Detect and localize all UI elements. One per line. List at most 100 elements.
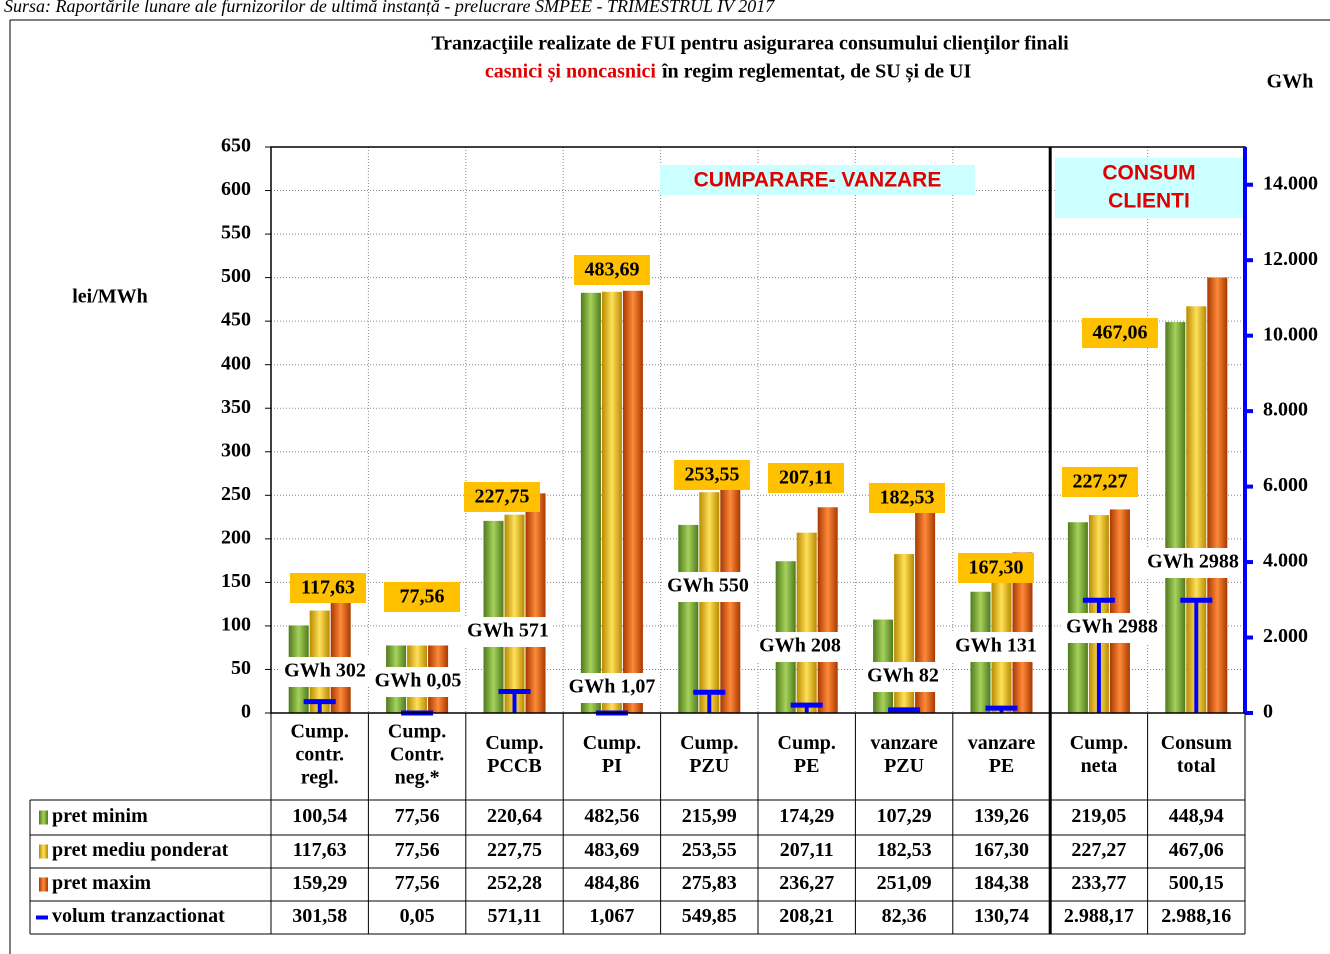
table-value: 182,53: [877, 839, 932, 861]
bar: [678, 524, 699, 713]
label-box: [574, 255, 650, 285]
data-label: 207,11: [779, 467, 833, 489]
volume-label: GWh 2988: [1066, 616, 1158, 638]
annotation-box: [1055, 158, 1243, 218]
subtitle-highlight: casnici și noncasnici: [485, 61, 657, 84]
table-value: 0,05: [400, 905, 435, 927]
x-tick-label: Cump.: [680, 732, 738, 754]
bar: [504, 514, 525, 713]
x-tick-label: regl.: [301, 767, 339, 789]
volume-label-box: [951, 632, 1041, 662]
data-label: 77,56: [400, 586, 445, 608]
x-tick-label: Cump.: [1070, 732, 1128, 754]
annotation: CONSUM: [1102, 162, 1195, 185]
data-label: 182,53: [880, 487, 935, 509]
volume-label: GWh 550: [667, 575, 749, 597]
y-tick-label: 0: [241, 701, 251, 723]
x-tick-label: vanzare: [870, 732, 938, 754]
table-value: 174,29: [779, 805, 834, 827]
y-tick-label: 100: [221, 614, 251, 636]
table-value: 107,29: [877, 805, 932, 827]
volume-label-box: [370, 667, 466, 697]
label-box: [384, 582, 460, 612]
label-box: [464, 482, 540, 512]
x-tick-label: PCCB: [487, 755, 541, 777]
data-label: 467,06: [1093, 322, 1148, 344]
y2-label: GWh: [1267, 71, 1314, 93]
volume-label: GWh 302: [284, 660, 366, 682]
table-value: 227,27: [1071, 839, 1126, 861]
label-box: [958, 553, 1034, 583]
bar: [601, 291, 622, 713]
y-tick-label: 350: [221, 396, 251, 418]
volume-label: GWh 208: [759, 635, 841, 657]
table-value: 207,11: [780, 839, 834, 861]
y2-tick-label: 4.000: [1263, 550, 1308, 572]
bar: [1186, 306, 1207, 713]
table-value: 159,29: [292, 872, 347, 894]
annotation: CLIENTI: [1108, 190, 1190, 213]
table-value: 549,85: [682, 905, 737, 927]
y2-tick-label: 2.000: [1263, 625, 1308, 647]
y2-tick-label: 14.000: [1263, 172, 1318, 194]
bar: [483, 520, 504, 713]
table-value: 219,05: [1071, 805, 1126, 827]
x-tick-label: Cump.: [291, 721, 349, 743]
table-value: 275,83: [682, 872, 737, 894]
y-tick-label: 450: [221, 309, 251, 331]
annotation-box: [660, 165, 975, 195]
x-tick-label: Cump.: [583, 732, 641, 754]
label-box: [1082, 318, 1158, 348]
x-tick-label: Consum: [1161, 732, 1232, 754]
x-tick-label: contr.: [295, 744, 344, 766]
y-tick-label: 250: [221, 483, 251, 505]
data-label: 483,69: [585, 259, 640, 281]
table-value: 467,06: [1169, 839, 1224, 861]
bar: [699, 492, 720, 713]
table-value: 448,94: [1169, 805, 1224, 827]
y-tick-label: 150: [221, 570, 251, 592]
legend-label: volum tranzactionat: [52, 905, 225, 927]
x-tick-label: PZU: [884, 755, 924, 777]
table-value: 301,58: [292, 905, 347, 927]
bar: [796, 532, 817, 713]
y-tick-label: 200: [221, 526, 251, 548]
table-value: 77,56: [395, 872, 440, 894]
data-label: 227,27: [1073, 471, 1128, 493]
x-tick-label: PE: [794, 755, 820, 777]
table-value: 227,75: [487, 839, 542, 861]
table-value: 571,11: [488, 905, 542, 927]
x-tick-label: Cump.: [778, 732, 836, 754]
table-value: 167,30: [974, 839, 1029, 861]
volume-label: GWh 2988: [1147, 551, 1239, 573]
y-label: lei/MWh: [72, 286, 148, 308]
label-box: [674, 460, 750, 490]
bar: [525, 493, 546, 713]
caption: Sursa: Raportările lunare ale furnizoril…: [4, 0, 775, 16]
y2-tick-label: 12.000: [1263, 248, 1318, 270]
volume-label: GWh 131: [955, 635, 1037, 657]
y-tick-label: 50: [231, 657, 251, 679]
y-tick-label: 400: [221, 352, 251, 374]
table-value: 251,09: [877, 872, 932, 894]
y-tick-label: 650: [221, 135, 251, 157]
table-value: 215,99: [682, 805, 737, 827]
data-label: 117,63: [301, 577, 355, 599]
legend-key: [39, 810, 48, 825]
x-tick-label: PZU: [689, 755, 729, 777]
label-box: [768, 463, 844, 493]
y-tick-label: 500: [221, 265, 251, 287]
table-value: 482,56: [584, 805, 639, 827]
y-tick-label: 300: [221, 439, 251, 461]
subtitle: în regim reglementat, de SU și de UI: [661, 61, 971, 84]
volume-label: GWh 1,07: [569, 676, 656, 698]
bar: [622, 290, 643, 713]
y2-tick-label: 8.000: [1263, 399, 1308, 421]
legend-key: [39, 877, 48, 892]
bar: [580, 292, 601, 713]
label-box: [869, 483, 945, 513]
table-value: 100,54: [292, 805, 347, 827]
volume-label-box: [863, 662, 943, 692]
annotation: CUMPARARE- VANZARE: [694, 169, 942, 192]
y-tick-label: 600: [221, 178, 251, 200]
